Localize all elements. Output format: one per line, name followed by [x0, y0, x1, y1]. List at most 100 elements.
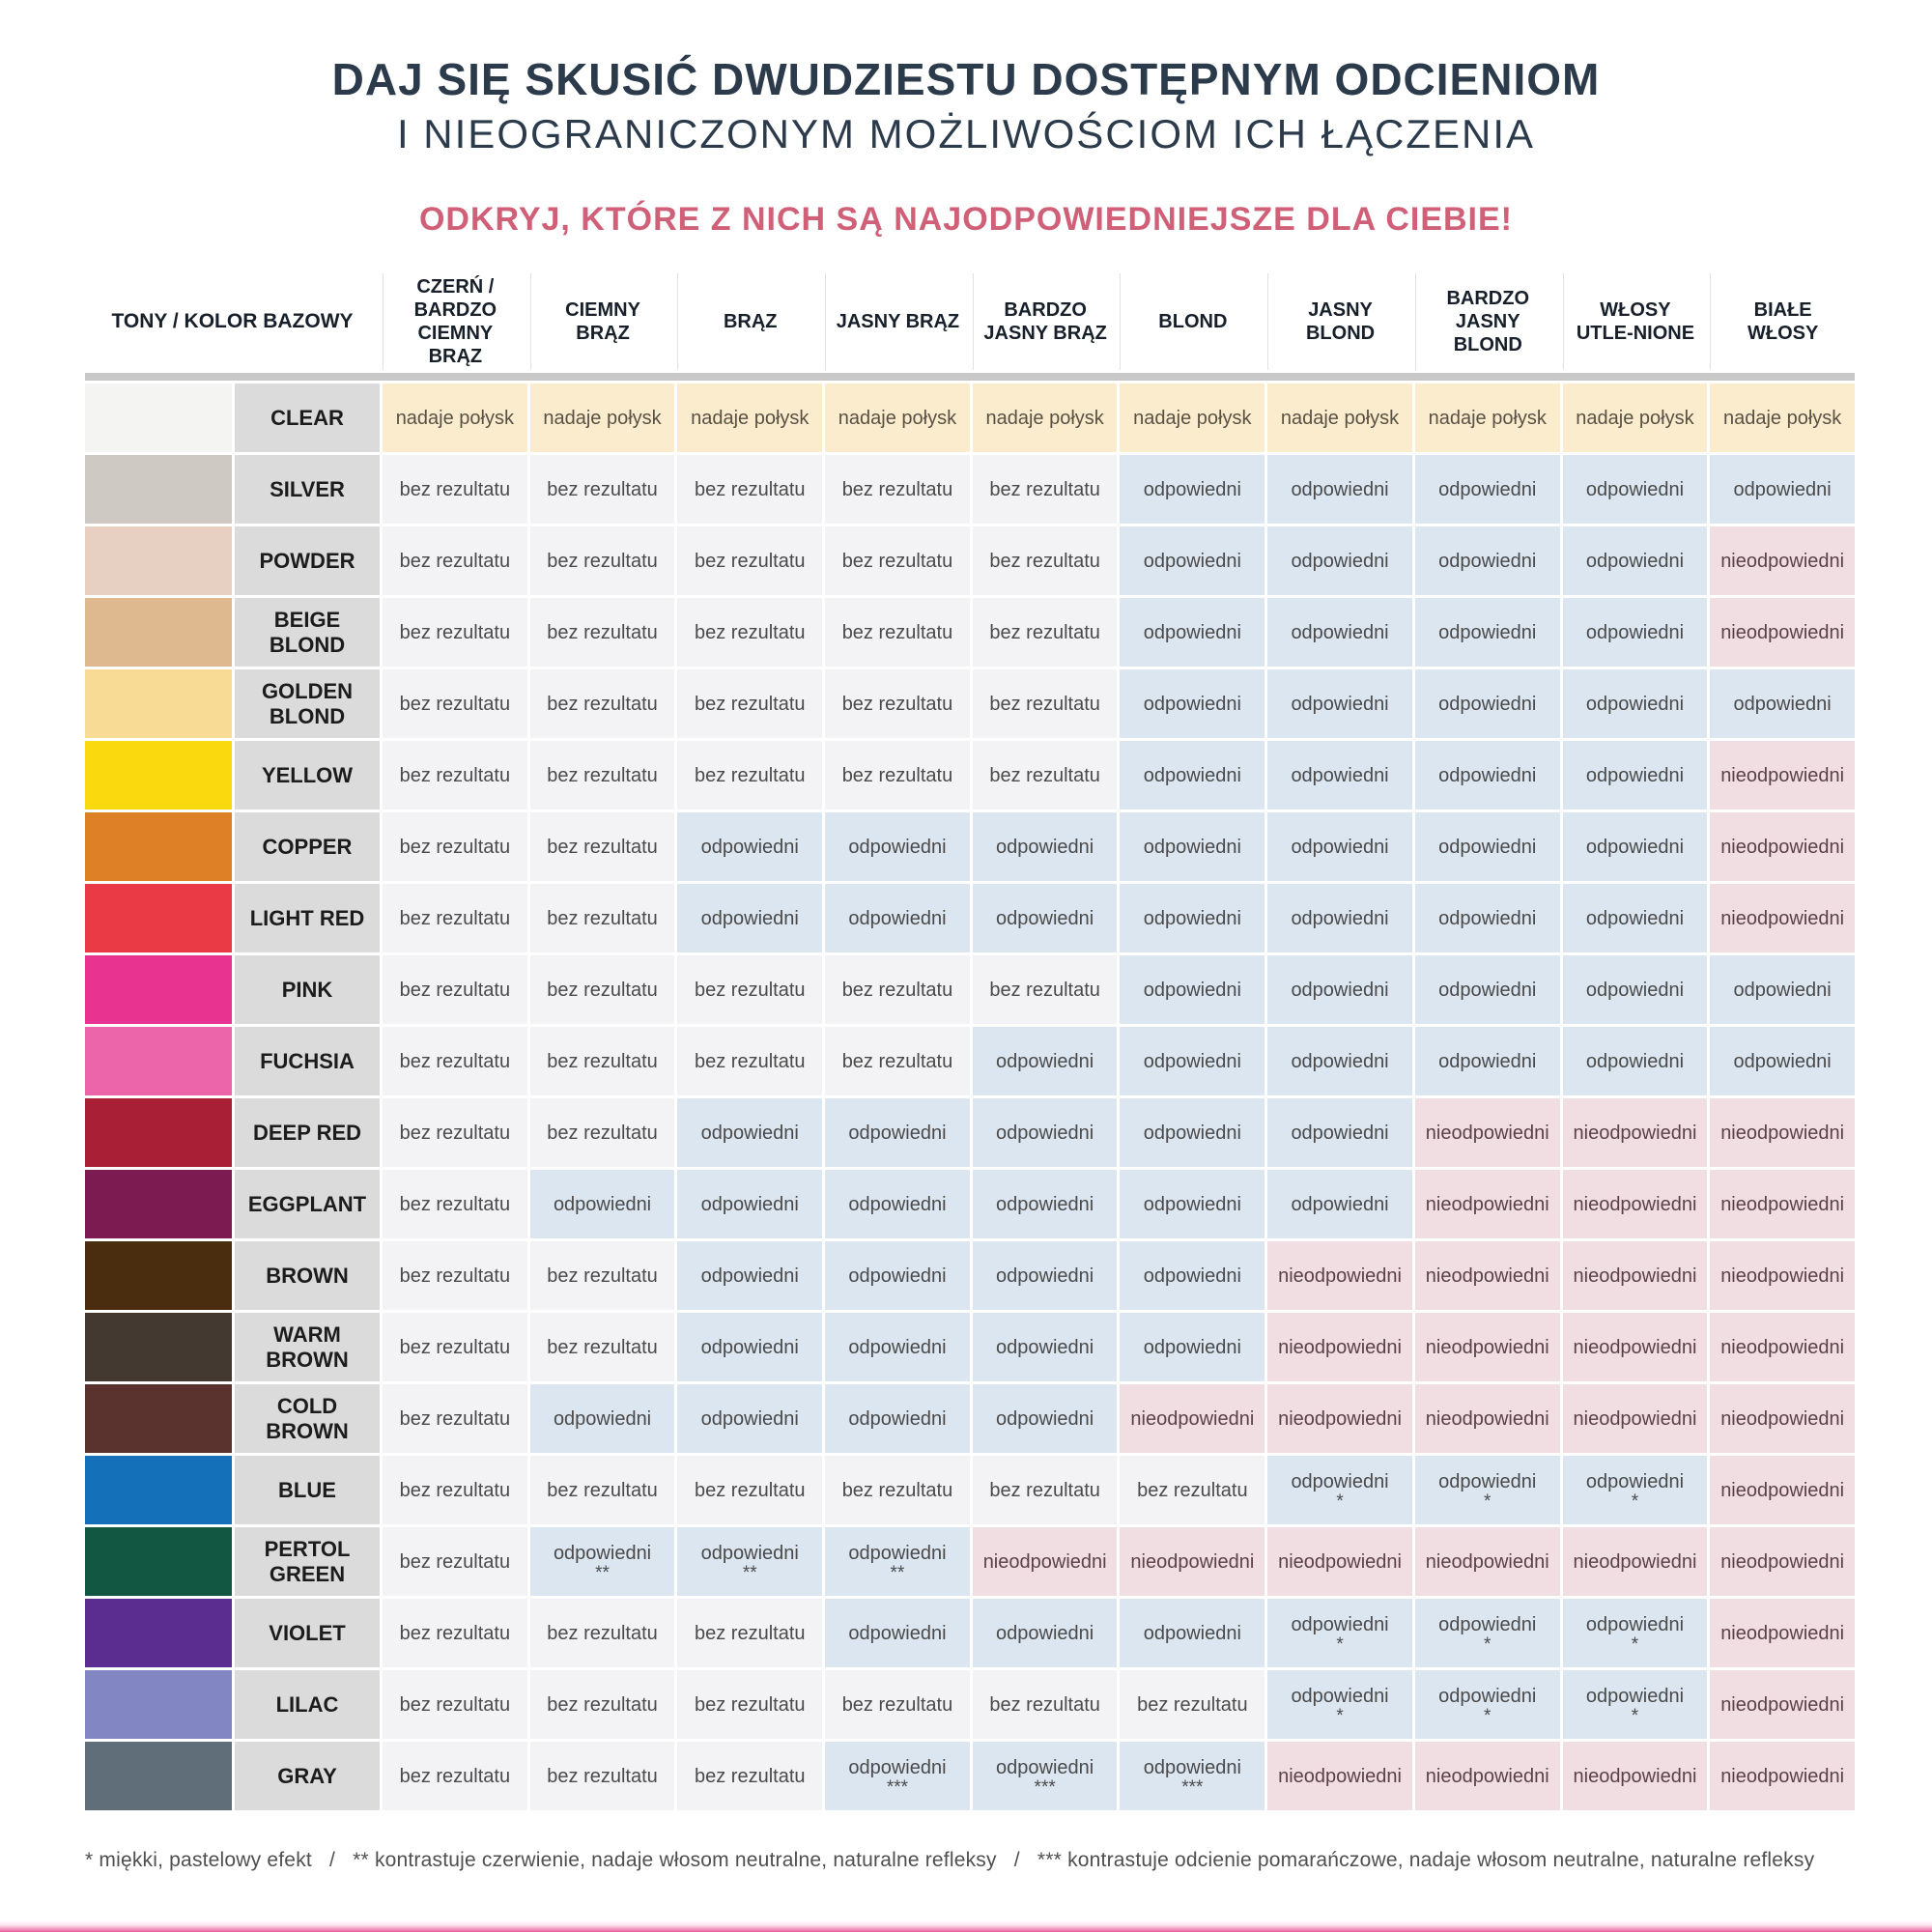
result-cell: odpowiedni [1120, 1313, 1265, 1381]
result-cell: odpowiedni [1120, 1027, 1265, 1095]
result-cell: bez rezultatu [825, 669, 970, 738]
result-cell: odpowiedni [1414, 598, 1560, 667]
result-cell: nieodpowiedni [1710, 1670, 1855, 1739]
row-swatch [85, 455, 232, 524]
result-cell: bez rezultatu [383, 455, 527, 524]
row-label: WARM BROWN [235, 1313, 380, 1381]
result-cell: nieodpowiedni [1562, 1742, 1708, 1810]
result-cell: bez rezultatu [383, 1742, 527, 1810]
result-cell: nieodpowiedni [1710, 741, 1855, 810]
result-cell: bez rezultatu [972, 741, 1118, 810]
result-cell: odpowiedni [1120, 1098, 1265, 1167]
result-cell: bez rezultatu [972, 526, 1118, 595]
result-cell: nieodpowiedni [972, 1527, 1118, 1596]
result-cell: odpowiedni [972, 1027, 1118, 1095]
result-cell: bez rezultatu [383, 1599, 527, 1667]
row-label: PINK [235, 955, 380, 1024]
result-cell: odpowiedni [1120, 1170, 1265, 1238]
result-cell: nieodpowiedni [1267, 1241, 1412, 1310]
result-cell: bez rezultatu [825, 598, 970, 667]
result-cell: nieodpowiedni [1562, 1170, 1708, 1238]
result-cell: odpowiedni * [1562, 1670, 1708, 1739]
result-cell: bez rezultatu [825, 1456, 970, 1524]
result-cell: odpowiedni [972, 1241, 1118, 1310]
row-label: EGGPLANT [235, 1170, 380, 1238]
result-cell: nieodpowiedni [1710, 1527, 1855, 1596]
result-cell: odpowiedni [677, 1384, 823, 1453]
result-cell: odpowiedni [1414, 812, 1560, 881]
column-header: JASNY BLOND [1267, 273, 1412, 370]
result-cell: nadaje połysk [677, 384, 823, 452]
result-cell: odpowiedni [1120, 598, 1265, 667]
row-swatch [85, 1241, 232, 1310]
result-cell: bez rezultatu [972, 669, 1118, 738]
row-swatch [85, 598, 232, 667]
result-cell: nieodpowiedni [1562, 1241, 1708, 1310]
row-label: GOLDEN BLOND [235, 669, 380, 738]
result-cell: nadaje połysk [1414, 384, 1560, 452]
result-cell: odpowiedni ** [825, 1527, 970, 1596]
highlight-text: ODKRYJ, KTÓRE Z NICH SĄ NAJODPOWIEDNIEJS… [418, 201, 1514, 238]
row-swatch [85, 1027, 232, 1095]
row-label: SILVER [235, 455, 380, 524]
column-header: BARDZO JASNY BLOND [1414, 273, 1560, 370]
result-cell: nieodpowiedni [1710, 1170, 1855, 1238]
result-cell: bez rezultatu [383, 741, 527, 810]
result-cell: odpowiedni [529, 1170, 675, 1238]
result-cell: odpowiedni [1562, 1027, 1708, 1095]
result-cell: bez rezultatu [383, 598, 527, 667]
result-cell: odpowiedni * [1562, 1456, 1708, 1524]
result-cell: bez rezultatu [529, 455, 675, 524]
result-cell: bez rezultatu [529, 598, 675, 667]
result-cell: nieodpowiedni [1710, 1742, 1855, 1810]
result-cell: bez rezultatu [383, 1027, 527, 1095]
result-cell: nieodpowiedni [1710, 1313, 1855, 1381]
result-cell: nieodpowiedni [1267, 1527, 1412, 1596]
page-subtitle: I NIEOGRANICZONYM MOŻLIWOŚCIOM ICH ŁĄCZE… [396, 111, 1536, 156]
result-cell: nieodpowiedni [1414, 1742, 1560, 1810]
result-cell: nieodpowiedni [1562, 1313, 1708, 1381]
result-cell: nieodpowiedni [1120, 1527, 1265, 1596]
result-cell: odpowiedni [1267, 455, 1412, 524]
result-cell: bez rezultatu [529, 741, 675, 810]
row-label: LIGHT RED [235, 884, 380, 952]
result-cell: nieodpowiedni [1414, 1098, 1560, 1167]
result-cell: bez rezultatu [529, 955, 675, 1024]
row-swatch [85, 884, 232, 952]
result-cell: nadaje połysk [825, 384, 970, 452]
row-label: COPPER [235, 812, 380, 881]
result-cell: odpowiedni * [1414, 1670, 1560, 1739]
row-swatch [85, 955, 232, 1024]
result-cell: bez rezultatu [677, 455, 823, 524]
result-cell: odpowiedni [1414, 884, 1560, 952]
result-cell: nadaje połysk [1710, 384, 1855, 452]
result-cell: odpowiedni [1267, 1027, 1412, 1095]
result-cell: odpowiedni [972, 1098, 1118, 1167]
row-label: PERTOL GREEN [235, 1527, 380, 1596]
result-cell: bez rezultatu [825, 955, 970, 1024]
result-cell: odpowiedni *** [1120, 1742, 1265, 1810]
result-cell: odpowiedni [1562, 526, 1708, 595]
result-cell: odpowiedni *** [825, 1742, 970, 1810]
column-header: BRĄZ [677, 273, 823, 370]
result-cell: odpowiedni [825, 812, 970, 881]
result-cell: odpowiedni [1414, 955, 1560, 1024]
result-cell: nieodpowiedni [1267, 1384, 1412, 1453]
result-cell: odpowiedni [677, 812, 823, 881]
result-cell: odpowiedni [825, 1170, 970, 1238]
column-header: JASNY BRĄZ [825, 273, 970, 370]
row-swatch [85, 526, 232, 595]
result-cell: nieodpowiedni [1414, 1313, 1560, 1381]
result-cell: bez rezultatu [825, 1027, 970, 1095]
result-cell: bez rezultatu [529, 1670, 675, 1739]
bottom-accent-bar [0, 1920, 1932, 1932]
result-cell: odpowiedni [825, 1313, 970, 1381]
result-cell: odpowiedni [1562, 598, 1708, 667]
column-header: CIEMNY BRĄZ [529, 273, 675, 370]
result-cell: odpowiedni [1562, 955, 1708, 1024]
result-cell: odpowiedni [825, 1384, 970, 1453]
page-title: DAJ SIĘ SKUSIĆ DWUDZIESTU DOSTĘPNYM ODCI… [331, 54, 1601, 104]
result-cell: odpowiedni [1267, 526, 1412, 595]
result-cell: bez rezultatu [1120, 1456, 1265, 1524]
result-cell: nieodpowiedni [1710, 1599, 1855, 1667]
